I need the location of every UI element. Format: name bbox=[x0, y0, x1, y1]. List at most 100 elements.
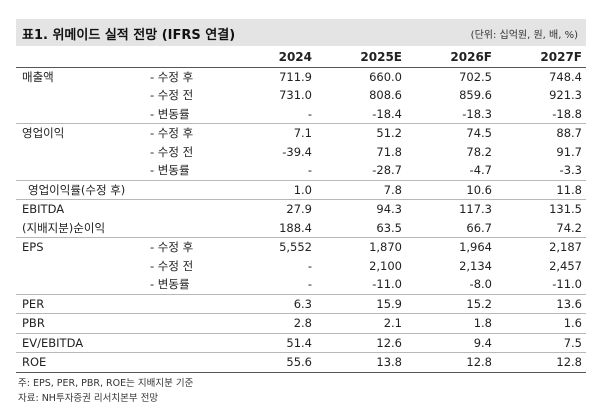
cell-value: 51.4 bbox=[226, 332, 316, 353]
column-header: 2024 bbox=[226, 48, 316, 68]
row-subtype: - 수정 전 bbox=[150, 88, 194, 103]
cell-value: 88.7 bbox=[496, 123, 586, 143]
column-header: 2026F bbox=[406, 48, 496, 68]
row-metric bbox=[16, 161, 136, 180]
cell-value: -11.0 bbox=[552, 277, 582, 292]
cell-value: 15.2 bbox=[406, 293, 496, 314]
cell-value: 74.2 bbox=[556, 220, 582, 235]
table-row: EV/EBITDA 51.4 12.6 9.4 7.5 bbox=[16, 332, 586, 353]
cell-value: 78.2 bbox=[466, 144, 492, 159]
cell-value: -28.7 bbox=[372, 163, 402, 178]
table-body: 매출액 - 수정 후 711.9 660.0 702.5 748.4 - 수정 전 731.0… bbox=[16, 67, 586, 373]
table-row: - 수정 전 - 2,100 2,134 2,457 bbox=[16, 257, 586, 276]
table-row: - 수정 전 -39.4 71.8 78.2 91.7 bbox=[16, 143, 586, 162]
cell-value: 1,964 bbox=[406, 237, 496, 257]
row-metric: 영업이익률(수정 후) bbox=[16, 179, 226, 200]
cell-value: 66.7 bbox=[466, 220, 492, 235]
table-row: 매출액 - 수정 후 711.9 660.0 702.5 748.4 bbox=[16, 67, 586, 86]
row-metric bbox=[16, 257, 136, 276]
table-row: 영업이익 - 수정 후 7.1 51.2 74.5 88.7 bbox=[16, 123, 586, 143]
table-row: EPS - 수정 후 5,552 1,870 1,964 2,187 bbox=[16, 237, 586, 257]
row-metric: 영업이익 bbox=[16, 123, 136, 143]
row-subtype bbox=[136, 293, 226, 314]
cell-value: 15.9 bbox=[316, 293, 406, 314]
cell-value: 63.5 bbox=[376, 220, 402, 235]
cell-value: 7.8 bbox=[316, 179, 406, 200]
cell-value: 7.5 bbox=[496, 332, 586, 353]
header-blank bbox=[16, 48, 136, 68]
cell-value: 131.5 bbox=[496, 199, 586, 219]
row-metric bbox=[16, 86, 136, 105]
row-subtype: - 변동률 bbox=[150, 277, 190, 292]
row-metric: ROE bbox=[16, 352, 136, 373]
table-row: - 수정 전 731.0 808.6 859.6 921.3 bbox=[16, 86, 586, 105]
cell-value: 10.6 bbox=[406, 179, 496, 200]
cell-value: -39.4 bbox=[282, 144, 312, 159]
cell-value: - bbox=[307, 106, 312, 121]
cell-value: 188.4 bbox=[279, 220, 312, 235]
cell-value: - bbox=[307, 277, 312, 292]
row-metric bbox=[16, 105, 136, 124]
cell-value: 1,870 bbox=[316, 237, 406, 257]
cell-value: 51.2 bbox=[316, 123, 406, 143]
row-metric: PBR bbox=[16, 313, 136, 333]
table-row: ROE 55.6 13.8 12.8 12.8 bbox=[16, 352, 586, 373]
cell-value: 7.1 bbox=[226, 123, 316, 143]
forecast-table: 2024 2025E 2026F 2027F 매출액 - 수정 후 711.9 660… bbox=[16, 48, 586, 373]
cell-value: 12.8 bbox=[406, 352, 496, 373]
cell-value: - bbox=[307, 258, 312, 273]
cell-value: -18.8 bbox=[552, 106, 582, 121]
cell-value: 74.5 bbox=[406, 123, 496, 143]
cell-value: 5,552 bbox=[226, 237, 316, 257]
cell-value: 2,134 bbox=[459, 258, 492, 273]
cell-value: 2.8 bbox=[226, 313, 316, 333]
cell-value: 2,457 bbox=[549, 258, 582, 273]
cell-value: 11.8 bbox=[496, 179, 586, 200]
row-metric: EPS bbox=[16, 237, 136, 257]
row-subtype: - 수정 후 bbox=[136, 123, 226, 143]
row-metric: PER bbox=[16, 293, 136, 314]
header-blank bbox=[136, 48, 226, 68]
cell-value: 660.0 bbox=[369, 69, 402, 84]
cell-value: -18.3 bbox=[462, 106, 492, 121]
cell-value: -18.4 bbox=[372, 106, 402, 121]
table-row: PER 6.3 15.9 15.2 13.6 bbox=[16, 293, 586, 314]
title-bar: 표1. 위메이드 실적 전망 (IFRS 연결) (단위: 십억원, 원, 배,… bbox=[16, 19, 586, 46]
row-metric: EBITDA bbox=[16, 199, 136, 219]
row-subtype: - 변동률 bbox=[150, 163, 190, 178]
row-metric bbox=[16, 275, 136, 294]
row-subtype bbox=[136, 219, 226, 238]
cell-value: -8.0 bbox=[469, 277, 492, 292]
unit-label: (단위: 십억원, 원, 배, %) bbox=[470, 30, 578, 41]
row-subtype bbox=[136, 332, 226, 353]
cell-value: 27.9 bbox=[226, 199, 316, 219]
cell-value: -4.7 bbox=[469, 163, 492, 178]
table-row: 영업이익률(수정 후) 1.0 7.8 10.6 11.8 bbox=[16, 179, 586, 200]
cell-value: 13.8 bbox=[316, 352, 406, 373]
cell-value: 6.3 bbox=[226, 293, 316, 314]
cell-value: 9.4 bbox=[406, 332, 496, 353]
cell-value: 1.0 bbox=[226, 179, 316, 200]
row-metric bbox=[16, 143, 136, 162]
cell-value: 12.8 bbox=[496, 352, 586, 373]
row-subtype: - 수정 후 bbox=[150, 69, 194, 84]
cell-value: 2,100 bbox=[369, 258, 402, 273]
cell-value: 91.7 bbox=[556, 144, 582, 159]
row-subtype: - 변동률 bbox=[150, 106, 190, 121]
cell-value: 117.3 bbox=[406, 199, 496, 219]
column-header: 2027F bbox=[496, 48, 586, 68]
cell-value: 12.6 bbox=[316, 332, 406, 353]
cell-value: 94.3 bbox=[316, 199, 406, 219]
source-line: 자료: NH투자증권 리서치본부 전망 bbox=[18, 393, 159, 404]
table-row: EBITDA 27.9 94.3 117.3 131.5 bbox=[16, 199, 586, 219]
note-line: 주: EPS, PER, PBR, ROE는 지배지분 기준 bbox=[18, 378, 194, 389]
row-metric: (지배지분)순이익 bbox=[22, 220, 106, 235]
row-subtype: - 수정 후 bbox=[136, 237, 226, 257]
cell-value: 711.9 bbox=[279, 69, 312, 84]
row-subtype bbox=[136, 352, 226, 373]
cell-value: 2.1 bbox=[316, 313, 406, 333]
cell-value: 2,187 bbox=[496, 237, 586, 257]
table-row: - 변동률 - -28.7 -4.7 -3.3 bbox=[16, 161, 586, 180]
cell-value: 1.6 bbox=[496, 313, 586, 333]
cell-value: 748.4 bbox=[549, 69, 582, 84]
